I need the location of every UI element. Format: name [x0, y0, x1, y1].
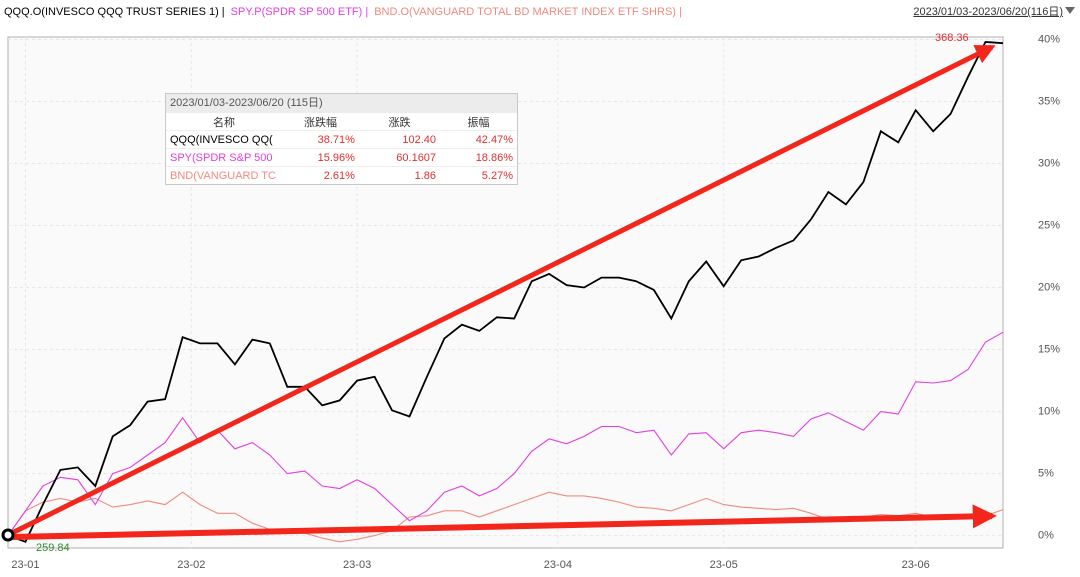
series-line [7, 331, 1004, 536]
row-value: 18.86% [440, 148, 517, 167]
x-tick-label: 23-06 [902, 559, 930, 571]
row-value: 102.40 [358, 130, 441, 149]
row-name: QQQ(INVESCO QQ( [166, 130, 282, 149]
annotation-arrow [10, 44, 996, 536]
x-tick-label: 23-03 [343, 559, 371, 571]
annotation-arrow [11, 504, 997, 540]
summary-row: SPY(SPDR S&P 500 15.96% 60.1607 18.86% [166, 148, 517, 167]
legend-entry[interactable]: BND.O(VANGUARD TOTAL BD MARKET INDEX ETF… [374, 6, 682, 18]
legend-entry[interactable]: QQQ.O(INVESCO QQQ TRUST SERIES 1) | [4, 6, 225, 18]
row-value: 38.71% [282, 130, 359, 149]
row-value: 60.1607 [358, 148, 441, 167]
series-line [7, 41, 1004, 543]
y-tick-label: 25% [1038, 219, 1060, 231]
row-value: 2.61% [282, 166, 359, 184]
y-tick-label: 10% [1038, 405, 1060, 417]
x-tick-label: 23-01 [11, 559, 39, 571]
x-tick-label: 23-02 [177, 559, 205, 571]
row-value: 1.86 [358, 166, 441, 184]
y-tick-label: 0% [1038, 530, 1054, 542]
summary-title: 2023/01/03-2023/06/20 (115日) [166, 94, 517, 113]
column-header: 涨跌幅 [303, 116, 337, 129]
column-header: 振幅 [467, 116, 490, 129]
y-tick-label: 20% [1038, 281, 1060, 293]
column-header: 涨跌 [388, 116, 411, 129]
date-range[interactable]: 2023/01/03-2023/06/20(116日) [913, 6, 1063, 18]
legend: QQQ.O(INVESCO QQQ TRUST SERIES 1) | SPY.P… [4, 6, 682, 18]
summary-row: BND(VANGUARD TC 2.61% 1.86 5.27% [166, 166, 517, 184]
column-header: 名称 [213, 116, 235, 129]
min-price-label: 259.84 [36, 542, 70, 554]
max-price-label: 368.36 [935, 32, 969, 44]
x-tick-label: 23-05 [710, 559, 738, 571]
x-tick-label: 23-04 [544, 559, 572, 571]
y-tick-label: 5% [1038, 467, 1054, 479]
y-tick-label: 15% [1038, 343, 1060, 355]
row-value: 42.47% [440, 130, 517, 149]
summary-table: 名称 涨跌幅 涨跌 振幅 QQQ(INVESCO QQ(38.71% 102.40 42.4… [166, 113, 517, 184]
start-marker [1, 528, 15, 542]
y-tick-label: 40% [1038, 33, 1060, 45]
summary-row: QQQ(INVESCO QQ(38.71% 102.40 42.47% [166, 130, 517, 149]
row-name: SPY(SPDR S&P 500 [166, 148, 282, 167]
row-name: BND(VANGUARD TC [166, 166, 282, 184]
summary-panel: 2023/01/03-2023/06/20 (115日) 名称 涨跌幅 涨跌 振幅 QQ… [165, 93, 518, 185]
dropdown-icon[interactable] [1065, 7, 1075, 14]
row-value: 5.27% [440, 166, 517, 184]
y-tick-label: 30% [1038, 157, 1060, 169]
row-value: 15.96% [282, 148, 359, 167]
y-tick-label: 35% [1038, 95, 1060, 107]
legend-entry[interactable]: SPY.P(SPDR SP 500 ETF) | [231, 6, 369, 18]
